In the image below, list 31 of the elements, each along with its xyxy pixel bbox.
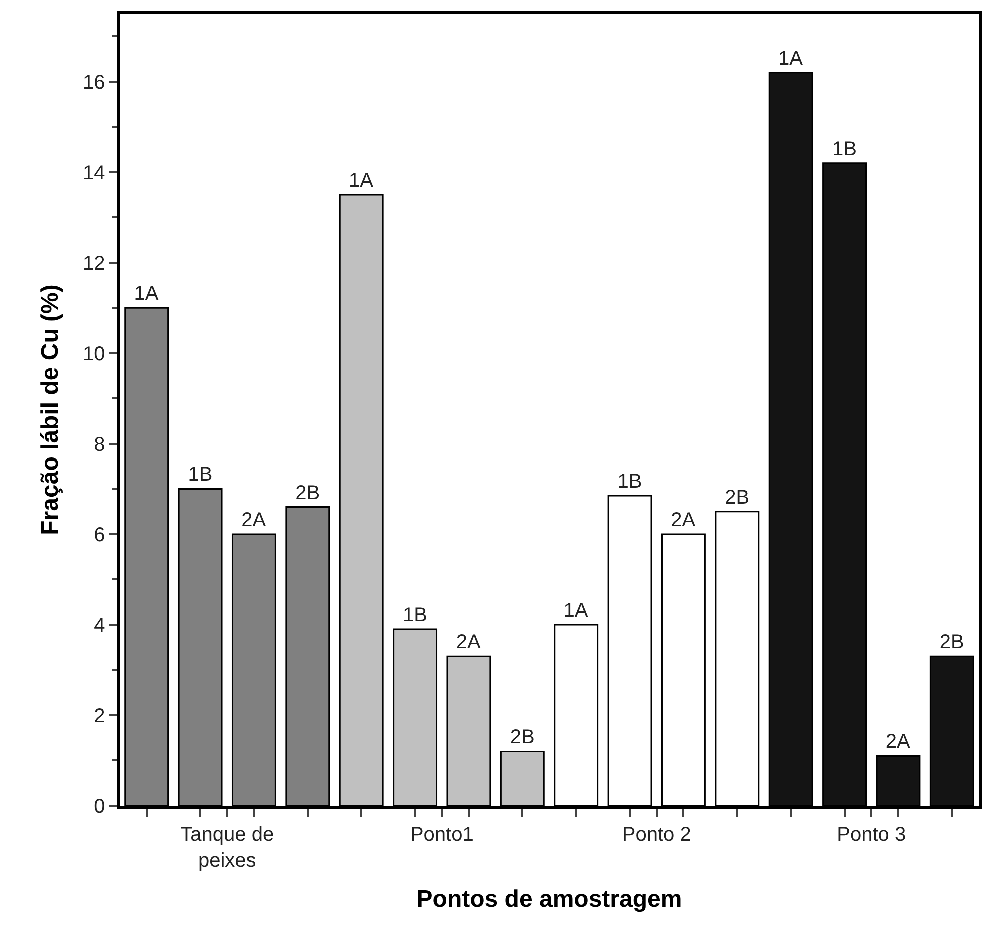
series-label: 1B <box>188 464 213 486</box>
x-tick-label: Tanque de peixes <box>180 824 274 872</box>
y-tick-label: 0 <box>94 796 106 818</box>
y-tick-label: 6 <box>94 524 106 546</box>
text: 1A <box>564 600 588 622</box>
series-label: 2B <box>296 482 320 504</box>
text: 2A <box>671 509 696 532</box>
text: 1B <box>832 138 858 160</box>
y-tick-label: 12 <box>83 252 106 275</box>
text: 2A <box>456 632 481 654</box>
x-axis-title: Pontos de amostragem <box>416 886 682 914</box>
text: 2B <box>510 726 535 749</box>
y-tick-label: 8 <box>94 434 106 456</box>
text: 1B <box>403 604 428 626</box>
text: 1A <box>778 48 803 70</box>
y-tick-label: 2 <box>94 705 106 728</box>
text: 1A <box>349 170 374 192</box>
y-tick-label: 4 <box>94 614 106 637</box>
x-tick-label: Ponto 3 <box>837 824 906 846</box>
y-tick-label: 14 <box>83 162 106 184</box>
y-tick-label: 16 <box>83 72 106 94</box>
series-label: 1A <box>134 283 160 306</box>
x-tick-label: Ponto 2 <box>622 824 692 846</box>
text: 1B <box>618 470 642 493</box>
x-tick-label: Ponto1 <box>410 824 474 846</box>
y-tick-label: 10 <box>83 343 106 366</box>
series-label: 2A <box>242 509 267 532</box>
text: 2B <box>940 632 964 654</box>
text: 2B <box>725 486 750 509</box>
y-axis-title: Fração lábil de Cu (%) <box>37 284 64 536</box>
text: 2A <box>886 731 910 754</box>
